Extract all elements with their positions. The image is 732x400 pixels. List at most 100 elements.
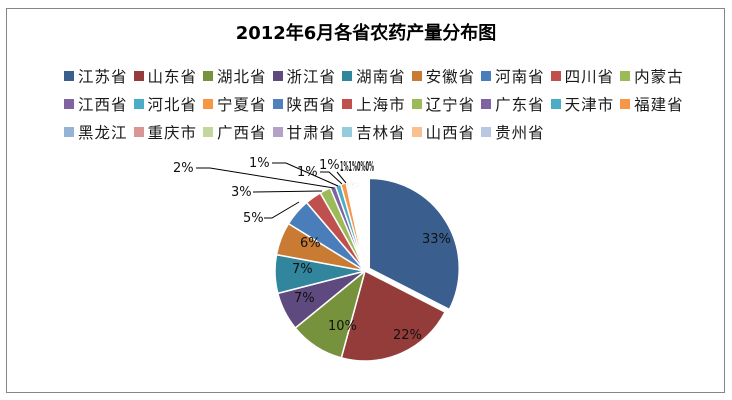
legend-item: 辽宁省 [411, 93, 476, 115]
legend-item: 四川省 [550, 65, 615, 87]
legend-swatch-icon [133, 99, 144, 109]
legend-label: 广西省 [217, 124, 267, 142]
legend-label: 河南省 [495, 68, 545, 86]
legend-swatch-icon [342, 71, 353, 81]
legend-label: 河北省 [147, 96, 198, 114]
legend-swatch-icon [411, 71, 422, 81]
legend-label: 山西省 [425, 124, 476, 142]
legend-label: 内蒙古 [634, 68, 684, 86]
legend-swatch-icon [64, 71, 74, 81]
legend-item: 湖北省 [203, 65, 267, 87]
legend-swatch-icon [620, 71, 631, 81]
legend-label: 江西省 [78, 96, 128, 114]
legend-swatch-icon [203, 127, 214, 137]
legend-label: 福建省 [634, 96, 684, 114]
pie-slice [340, 269, 447, 362]
legend-label: 湖南省 [356, 68, 406, 86]
legend-label: 辽宁省 [425, 96, 476, 114]
legend-label: 广东省 [495, 96, 545, 114]
data-label: 1% [249, 156, 270, 171]
legend-swatch-icon [133, 71, 144, 81]
legend-swatch-icon [203, 71, 214, 81]
data-label: 33% [422, 232, 451, 247]
legend-label: 甘肃省 [286, 124, 337, 142]
legend-item: 湖南省 [342, 65, 406, 87]
data-label: 22% [393, 328, 422, 343]
legend-swatch-icon [550, 99, 561, 109]
legend-item: 山西省 [411, 121, 476, 143]
legend-item: 宁夏省 [203, 93, 267, 115]
legend-swatch-icon [272, 71, 283, 81]
legend-item: 黑龙江 [64, 121, 128, 143]
data-label: 6% [300, 236, 321, 251]
legend-swatch-icon [411, 127, 422, 137]
legend-row: 黑龙江 重庆市 广西省 甘肃省 吉林省 山西省 贵州省 [64, 118, 704, 146]
leader-line [272, 162, 339, 187]
legend-swatch-icon [272, 99, 283, 109]
legend-label: 安徽省 [425, 68, 476, 86]
leader-line [252, 190, 323, 193]
data-label: 2% [173, 161, 194, 176]
legend-label: 宁夏省 [217, 96, 267, 114]
legend-row: 江苏省 山东省 湖北省 浙江省 湖南省 安徽省 河南省 四川省 内蒙古 [64, 62, 704, 90]
legend-item: 福建省 [620, 93, 684, 115]
legend-swatch-icon [64, 127, 74, 137]
legend-label: 江苏省 [78, 68, 128, 86]
legend-item: 贵州省 [481, 121, 545, 143]
leader-line [336, 171, 347, 184]
legend-label: 重庆市 [147, 124, 198, 142]
legend-item: 上海市 [342, 93, 406, 115]
legend-label: 浙江省 [286, 68, 337, 86]
legend-item: 安徽省 [411, 65, 476, 87]
leader-line [196, 167, 335, 189]
leader-line [320, 171, 343, 185]
data-label: 7% [294, 291, 315, 306]
legend-item: 吉林省 [342, 121, 406, 143]
legend-swatch-icon [411, 99, 422, 109]
data-label: 7% [292, 262, 313, 277]
legend-swatch-icon [620, 99, 631, 109]
legend-label: 天津市 [564, 96, 615, 114]
data-label: 1% [297, 165, 318, 180]
legend-swatch-icon [203, 99, 214, 109]
leader-line [264, 201, 300, 219]
chart-title: 2012年6月各省农药产量分布图 [235, 23, 497, 44]
legend-item: 江西省 [64, 93, 128, 115]
legend-item: 河南省 [481, 65, 545, 87]
legend-swatch-icon [64, 99, 74, 109]
legend-item: 广东省 [481, 93, 545, 115]
legend-swatch-icon [342, 127, 353, 137]
data-label: 1% [319, 158, 340, 173]
legend-swatch-icon [550, 71, 561, 81]
legend-label: 贵州省 [495, 124, 545, 142]
legend-item: 内蒙古 [620, 65, 684, 87]
legend-swatch-icon [481, 127, 492, 137]
legend-item: 甘肃省 [272, 121, 337, 143]
data-label: 10% [328, 319, 357, 334]
legend-item: 山东省 [133, 65, 198, 87]
legend-item: 陕西省 [272, 93, 337, 115]
legend-row: 江西省 河北省 宁夏省 陕西省 上海市 辽宁省 广东省 天津市 福建省 [64, 90, 704, 118]
legend-label: 黑龙江 [78, 124, 128, 142]
legend-item: 江苏省 [64, 65, 128, 87]
legend-swatch-icon [272, 127, 283, 137]
legend-label: 四川省 [564, 68, 615, 86]
legend-item: 天津市 [550, 93, 615, 115]
legend-item: 重庆市 [133, 121, 198, 143]
legend-label: 山东省 [147, 68, 198, 86]
legend-swatch-icon [133, 127, 144, 137]
legend-swatch-icon [481, 71, 492, 81]
legend-label: 上海市 [356, 96, 406, 114]
legend-swatch-icon [342, 99, 353, 109]
legend-item: 河北省 [133, 93, 198, 115]
legend-item: 浙江省 [272, 65, 337, 87]
legend-swatch-icon [481, 99, 492, 109]
legend-label: 吉林省 [356, 124, 406, 142]
legend-label: 湖北省 [217, 68, 267, 86]
pie-slice [368, 177, 460, 311]
overlapping-data-labels: 1%1%0%0% [340, 160, 374, 175]
pie-slice [363, 180, 366, 272]
data-label: 5% [243, 211, 264, 226]
data-label: 3% [231, 185, 252, 200]
